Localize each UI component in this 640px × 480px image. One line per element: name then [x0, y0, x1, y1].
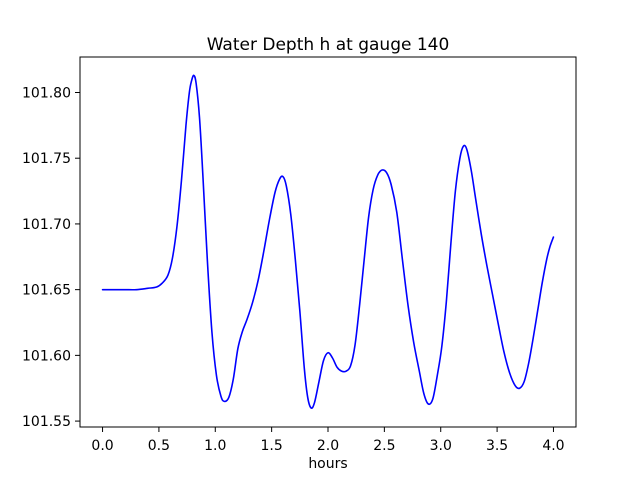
x-tick-label: 1.0	[204, 438, 226, 454]
y-axis-ticks: 101.55 101.60 101.65 101.70 101.75 101.80	[22, 85, 80, 430]
x-axis-ticks: 0.0 0.5 1.0 1.5 2.0 2.5 3.0 3.5 4.0	[91, 427, 565, 454]
y-tick-label: 101.70	[22, 217, 71, 233]
x-tick-label: 2.0	[317, 438, 339, 454]
x-axis-label: hours	[308, 456, 347, 472]
x-tick-label: 0.0	[91, 438, 113, 454]
y-tick-label: 101.60	[22, 348, 71, 364]
chart-title: Water Depth h at gauge 140	[207, 35, 450, 55]
x-tick-label: 2.5	[373, 438, 395, 454]
x-tick-label: 1.5	[261, 438, 283, 454]
x-tick-label: 3.5	[486, 438, 508, 454]
x-tick-label: 0.5	[148, 438, 170, 454]
y-tick-label: 101.65	[22, 283, 71, 299]
y-tick-label: 101.75	[22, 151, 71, 167]
plot-area	[79, 56, 577, 428]
x-tick-label: 4.0	[542, 438, 564, 454]
x-tick-label: 3.0	[430, 438, 452, 454]
y-tick-label: 101.80	[22, 85, 71, 101]
data-line	[101, 74, 555, 409]
y-tick-label: 101.55	[22, 414, 71, 430]
